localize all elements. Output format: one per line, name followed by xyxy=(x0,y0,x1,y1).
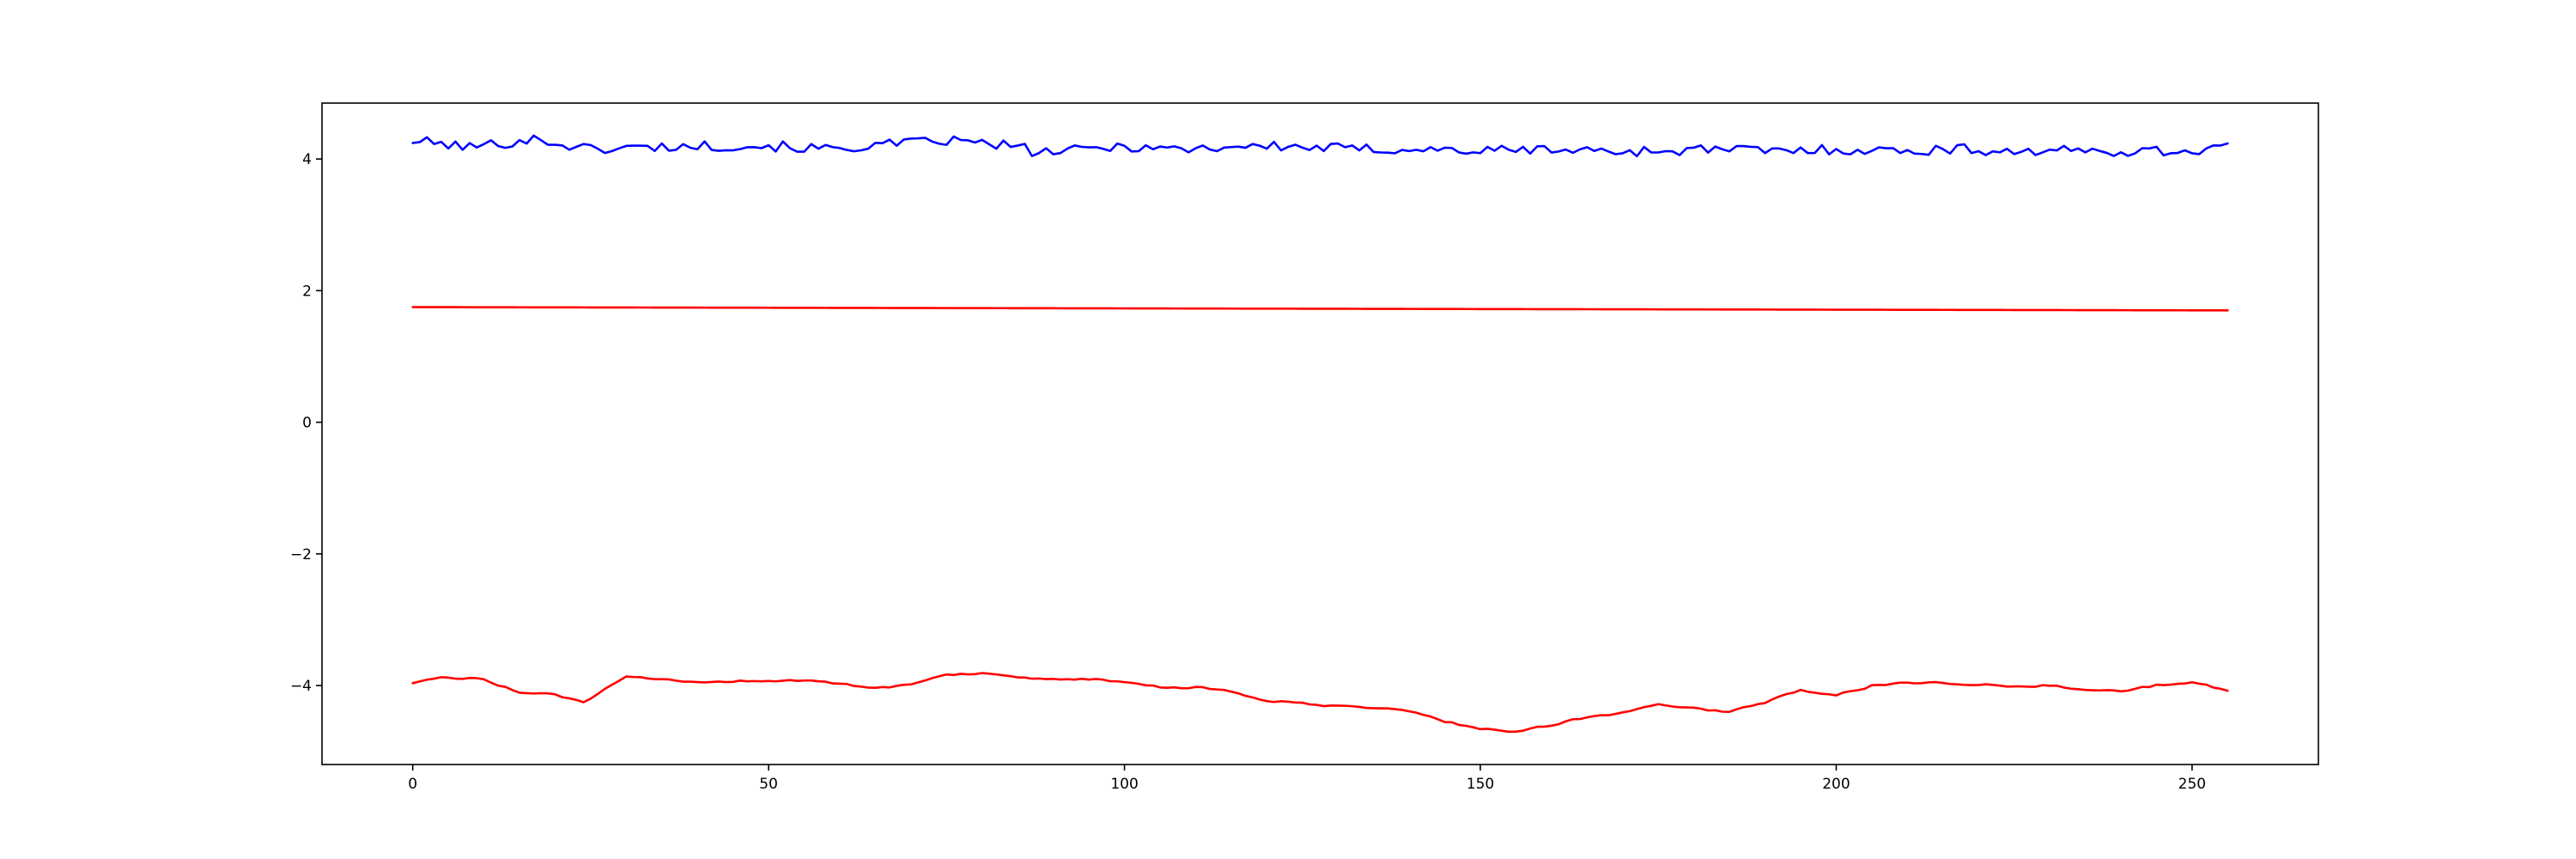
x-tick-label: 250 xyxy=(2178,776,2206,793)
y-tick-label: 0 xyxy=(302,415,312,432)
y-tick-label: −4 xyxy=(290,678,312,695)
x-tick-label: 50 xyxy=(759,776,778,793)
y-tick-label: 4 xyxy=(302,151,312,168)
series-line-2 xyxy=(411,306,2229,312)
x-tick-label: 0 xyxy=(408,776,417,793)
series-line-3 xyxy=(411,672,2229,734)
axes-frame xyxy=(321,102,2319,765)
x-tick-label: 200 xyxy=(1822,776,1850,793)
series-line-1 xyxy=(411,134,2229,158)
y-tick-label: 2 xyxy=(302,283,312,300)
y-tick-label: −2 xyxy=(290,546,312,564)
x-tick-label: 150 xyxy=(1467,776,1494,793)
tick-layer: 0 50 100 150 200 250 −4 −2 0 2 4 xyxy=(290,151,2206,793)
x-tick-label: 100 xyxy=(1110,776,1138,793)
plot-area-background xyxy=(322,103,2318,765)
series-layer xyxy=(411,134,2229,734)
